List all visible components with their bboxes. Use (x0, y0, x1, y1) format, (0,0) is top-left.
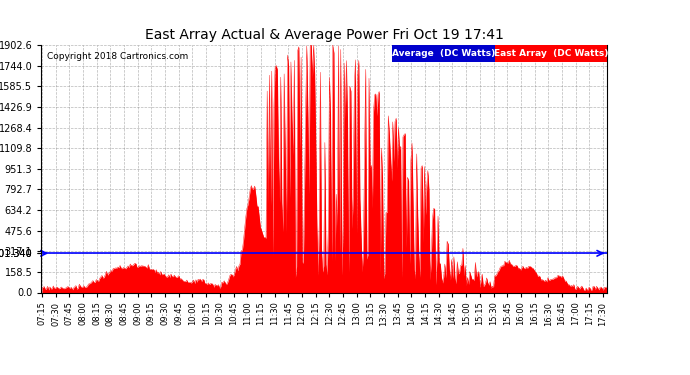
Text: Copyright 2018 Cartronics.com: Copyright 2018 Cartronics.com (47, 53, 188, 62)
Title: East Array Actual & Average Power Fri Oct 19 17:41: East Array Actual & Average Power Fri Oc… (145, 28, 504, 42)
